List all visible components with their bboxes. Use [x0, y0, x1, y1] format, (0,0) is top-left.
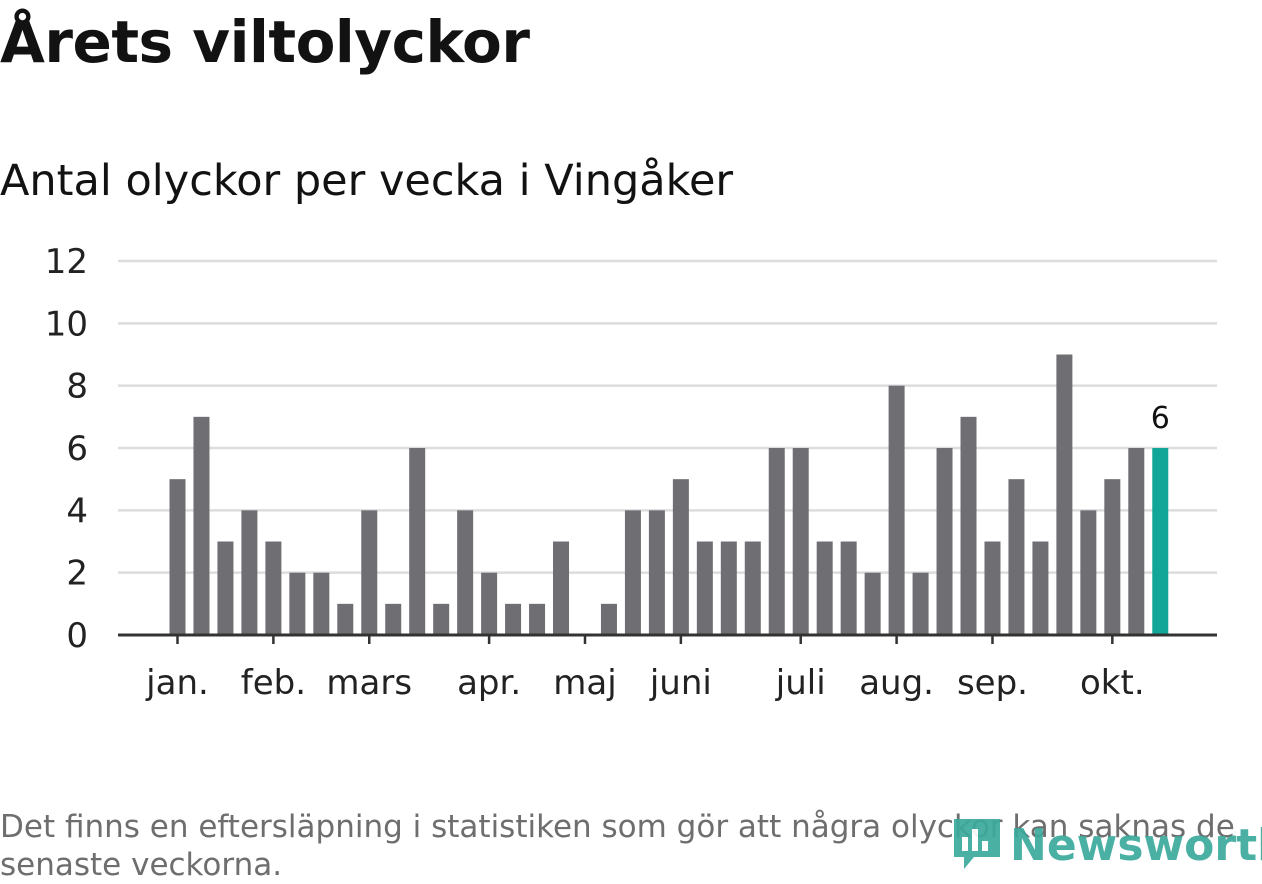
- chart-subtitle: Antal olyckor per vecka i Vingåker: [0, 156, 734, 206]
- bar: [624, 510, 641, 635]
- bar: [529, 603, 546, 635]
- bar: [385, 603, 402, 635]
- bar: [960, 416, 977, 635]
- y-tick-label: 10: [45, 304, 88, 344]
- bar: [337, 603, 354, 635]
- x-tick-label: mars: [326, 663, 412, 703]
- bar: [193, 416, 210, 635]
- bar: [217, 541, 234, 635]
- bar: [1104, 479, 1121, 635]
- x-axis: jan. feb. mars apr. maj juni juli aug. sep. okt.: [118, 633, 1217, 703]
- x-tick-label: juni: [649, 663, 712, 703]
- bar: [313, 572, 330, 635]
- bar: [361, 510, 378, 635]
- bars: [169, 354, 1169, 635]
- bar: [457, 510, 474, 635]
- bar: [648, 510, 665, 635]
- newsworthy-logo: Newsworthy: [950, 812, 1262, 878]
- bar: [720, 541, 737, 635]
- bar: [744, 541, 761, 635]
- y-tick-label: 6: [66, 429, 88, 469]
- x-tick-label: jan.: [145, 663, 209, 703]
- bar: [984, 541, 1001, 635]
- bar: [696, 541, 713, 635]
- newsworthy-logo-icon: [950, 815, 1004, 875]
- bar: [409, 448, 426, 635]
- grid-lines: [118, 259, 1217, 574]
- x-tick-label: aug.: [859, 663, 934, 703]
- bar: [840, 541, 857, 635]
- x-tick-label: sep.: [957, 663, 1028, 703]
- bar: [1080, 510, 1097, 635]
- bar: [433, 603, 450, 635]
- x-tick-label: juli: [775, 663, 826, 703]
- bar-highlight: [1152, 448, 1169, 635]
- y-tick-label: 8: [66, 367, 88, 407]
- bar: [600, 603, 617, 635]
- bar: [816, 541, 833, 635]
- bar: [169, 479, 186, 635]
- y-tick-label: 4: [66, 491, 88, 531]
- bar: [792, 448, 809, 635]
- bar: [265, 541, 282, 635]
- bar: [672, 479, 689, 635]
- bar: [505, 603, 522, 635]
- newsworthy-logo-text: Newsworthy: [1010, 819, 1262, 871]
- bar: [553, 541, 570, 635]
- bar: [1128, 448, 1145, 635]
- chart-title: Årets viltolyckor: [0, 8, 530, 76]
- bar: [912, 572, 929, 635]
- x-tick-label: feb.: [241, 663, 306, 703]
- bar: [1056, 354, 1073, 635]
- bar: [1008, 479, 1025, 635]
- bar: [1032, 541, 1049, 635]
- bar: [936, 448, 953, 635]
- y-axis-ticks: 0 2 4 6 8 10 12: [45, 242, 88, 656]
- y-tick-label: 12: [45, 242, 88, 282]
- footnote: Det finns en eftersläpning i statistiken…: [0, 809, 1235, 883]
- x-tick-label: apr.: [457, 663, 521, 703]
- bar: [888, 385, 905, 635]
- data-labels: 6: [1151, 401, 1170, 436]
- y-tick-label: 2: [66, 554, 88, 594]
- bar: [241, 510, 258, 635]
- highlight-value-label: 6: [1151, 401, 1170, 436]
- y-tick-label: 0: [66, 616, 88, 656]
- bar: [864, 572, 881, 635]
- bar: [481, 572, 498, 635]
- x-tick-label: okt.: [1080, 663, 1145, 703]
- x-tick-label: maj: [553, 663, 616, 703]
- bar: [768, 448, 785, 635]
- bar: [289, 572, 306, 635]
